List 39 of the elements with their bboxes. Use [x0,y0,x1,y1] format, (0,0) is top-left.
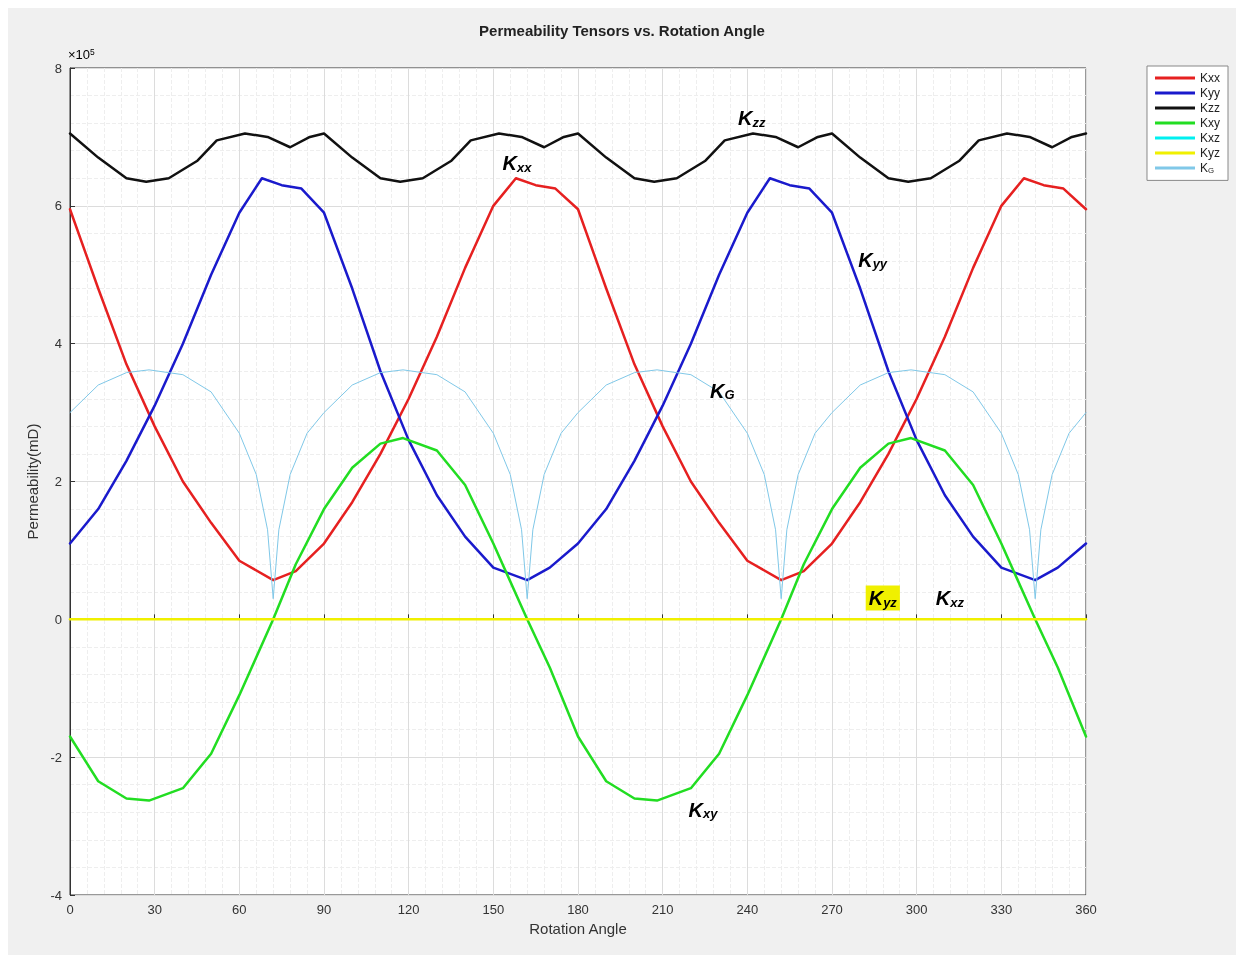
y-tick-label: 6 [54,198,62,214]
legend-label: Kxz [1200,131,1221,145]
legend-label: Kzz [1200,101,1221,115]
annotation: KG [709,379,735,403]
x-tick-label: 180 [567,902,589,917]
x-tick-label: 90 [316,902,332,917]
y-tick-label: 2 [54,474,62,489]
x-tick-label: 60 [232,902,247,917]
y-tick-label: 4 [54,336,62,352]
x-tick-label: 300 [905,902,928,917]
legend-label: Kxy [1200,116,1221,130]
y-tick-label: 0 [54,611,62,627]
line-series [68,177,1088,582]
x-axis-title: Rotation Angle [529,919,627,937]
annotation: Kxx [502,152,533,175]
legend-label: Kyy [1200,86,1221,100]
y-tick-label: -4 [50,887,62,903]
annotation: Kxz [935,587,965,610]
chart-title: Permeability Tensors vs. Rotation Angle [479,22,765,39]
x-tick-label: 240 [736,902,759,917]
annotation: Kzz [738,107,766,130]
line-series [68,132,1088,183]
annotation: Kyz [868,587,898,610]
x-tick-label: 360 [1075,902,1097,917]
x-tick-label: 0 [66,902,74,917]
y-axis-title: Permeability(mD) [23,423,41,540]
y-tick-label: -2 [50,749,62,765]
x-tick-label: 30 [147,902,162,917]
x-tick-label: 270 [821,902,843,917]
x-tick-label: 330 [990,902,1013,917]
legend-label: Kxx [1200,71,1221,85]
line-series [68,436,1088,802]
annotation: Kxy [688,798,719,822]
x-tick-label: 210 [651,902,674,917]
annotation: Kyy [858,248,888,272]
x-tick-label: 120 [397,902,420,917]
legend-label: Kyz [1200,146,1221,160]
x-tick-label: 150 [482,902,505,917]
y-tick-label: 8 [54,60,62,76]
